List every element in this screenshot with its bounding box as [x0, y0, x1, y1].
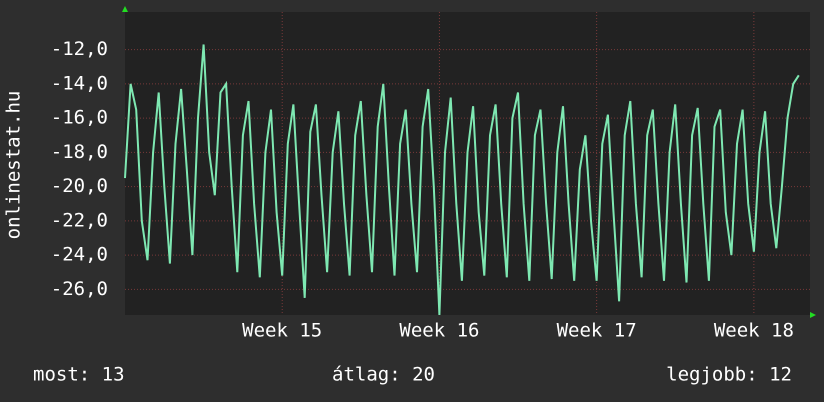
y-axis-label: onlinestat.hu	[3, 91, 25, 240]
y-tick-label: -26,0	[51, 278, 108, 300]
x-tick-label: Week 16	[399, 320, 479, 342]
x-tick-label: Week 17	[557, 320, 637, 342]
y-tick-label: -24,0	[51, 244, 108, 266]
y-tick-label: -12,0	[51, 38, 108, 60]
axis-arrow	[810, 312, 816, 318]
y-tick-label: -18,0	[51, 141, 108, 163]
stat-best: legjobb: 12	[666, 364, 792, 386]
y-tick-label: -22,0	[51, 209, 108, 231]
x-tick-label: Week 18	[714, 320, 794, 342]
x-tick-label: Week 15	[242, 320, 322, 342]
line-series	[124, 44, 800, 316]
stat-now: most: 13	[33, 364, 125, 386]
y-tick-label: -16,0	[51, 107, 108, 129]
y-tick-label: -14,0	[51, 72, 108, 94]
axis-arrow	[122, 6, 128, 12]
stat-average: átlag: 20	[332, 364, 435, 386]
y-tick-label: -20,0	[51, 175, 108, 197]
